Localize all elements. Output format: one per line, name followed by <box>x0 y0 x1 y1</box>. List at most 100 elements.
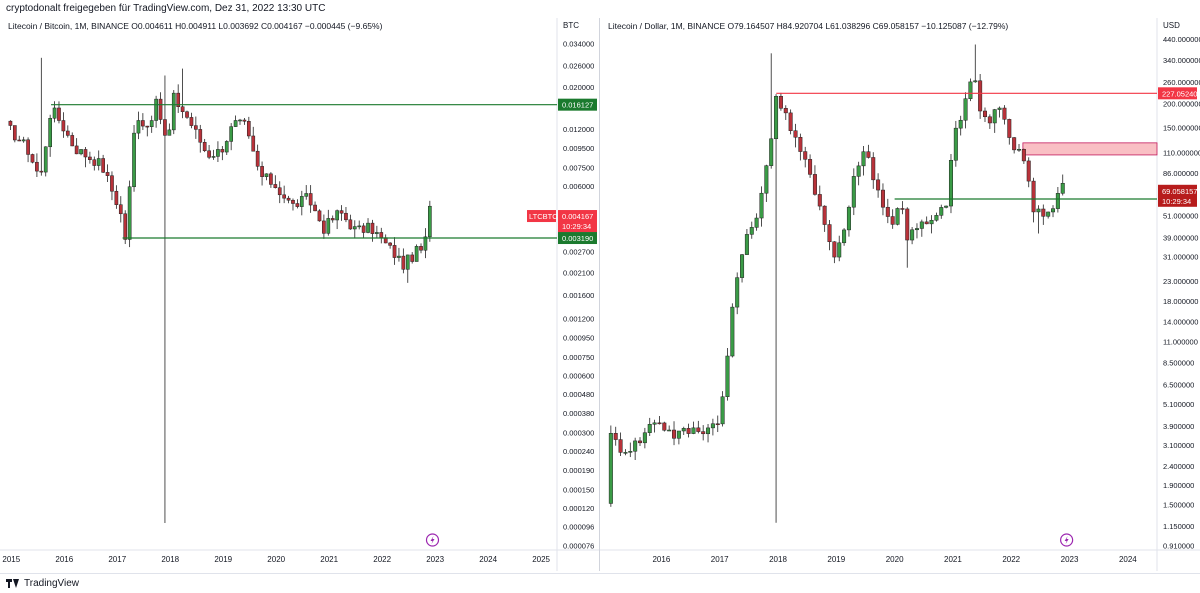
p0-candle-body <box>65 130 70 136</box>
p1-countdown-timer: 10:29:34 <box>1162 197 1191 206</box>
p0-time-tick-label: 2023 <box>426 555 444 564</box>
p0-candle-body <box>251 135 256 152</box>
chart-canvas-ltcbtc[interactable]: Litecoin / Bitcoin, 1M, BINANCE O0.00461… <box>0 18 600 571</box>
p0-legend-title: Litecoin / Bitcoin, 1M, BINANCE O0.00461… <box>8 21 383 31</box>
tradingview-logo-text: TradingView <box>24 578 80 589</box>
p1-candle-body <box>735 277 740 308</box>
p0-price-tick-label: 0.001200 <box>563 314 594 323</box>
pane-divider[interactable] <box>599 18 600 571</box>
p0-candle-body <box>401 255 406 270</box>
p0-candle-body <box>123 213 128 240</box>
p0-candle-body <box>136 120 141 134</box>
p0-candle-body <box>366 222 370 233</box>
p0-candle-body <box>397 255 401 258</box>
p1-candle-body <box>953 127 958 161</box>
p0-candle-body <box>176 92 181 107</box>
p1-candle-body <box>924 221 929 225</box>
p0-hline-price-badge <box>558 232 597 245</box>
p1-candle-body <box>958 119 963 129</box>
p0-price-tick-label: 0.006000 <box>563 182 594 191</box>
p1-time-tick-label: 2022 <box>1002 555 1020 564</box>
p1-price-tick-label: 260.000000 <box>1163 78 1200 87</box>
p1-candle-body <box>764 165 769 194</box>
p1-candle-body <box>676 430 681 439</box>
tradingview-logo-icon <box>6 579 20 588</box>
chart-pane-ltcbtc[interactable]: Litecoin / Bitcoin, 1M, BINANCE O0.00461… <box>0 18 600 571</box>
p0-candle-body <box>220 149 225 153</box>
p1-candle-body <box>759 192 764 219</box>
p0-candle-body <box>423 236 428 251</box>
p0-candle-body <box>330 218 335 221</box>
p0-price-tick-label: 0.000380 <box>563 409 594 418</box>
p1-candle-body <box>905 208 910 241</box>
p1-candle-body <box>1012 137 1017 151</box>
p1-candle-body <box>613 433 618 440</box>
p1-price-tick-label: 340.000000 <box>1163 56 1200 65</box>
p0-candle-body <box>96 158 101 166</box>
p1-candle-body <box>817 194 822 207</box>
p0-price-tick-label: 0.000600 <box>563 372 594 381</box>
p0-candle-body <box>21 139 26 142</box>
p1-price-tick-label: 8.500000 <box>1163 358 1194 367</box>
p0-candle-body <box>405 254 410 270</box>
p1-candle-body <box>710 423 715 429</box>
p1-candle-body <box>744 234 749 255</box>
p0-candle-body <box>414 246 419 262</box>
p0-candle-body <box>149 120 154 127</box>
p0-candle-body <box>74 145 79 155</box>
p0-price-tick-label: 0.009500 <box>563 144 594 153</box>
p0-candle-body <box>118 204 123 215</box>
p0-candle-body <box>105 172 110 176</box>
p0-candle-body <box>8 120 13 126</box>
p1-candle-body <box>837 242 842 258</box>
p1-candle-body <box>895 208 900 225</box>
p1-lightning-event-icon <box>1060 533 1074 547</box>
p1-candle-body <box>638 440 643 444</box>
p1-candle-body <box>633 440 638 452</box>
p1-candle-body <box>968 81 973 99</box>
p1-price-tick-label: 1.150000 <box>1163 522 1194 531</box>
chart-canvas-ltcusd[interactable]: Litecoin / Dollar, 1M, BINANCE O79.16450… <box>600 18 1200 571</box>
p0-candle-body <box>357 225 362 228</box>
p1-candle-body <box>963 98 968 121</box>
tradingview-logo[interactable]: TradingView <box>6 578 79 589</box>
p0-price-tick-label: 0.000240 <box>563 447 594 456</box>
p0-candle-body <box>255 150 260 167</box>
p0-candle-body <box>167 129 172 136</box>
p1-time-tick-label: 2017 <box>711 555 729 564</box>
p1-price-tick-label: 51.000000 <box>1163 212 1198 221</box>
p1-candle-body <box>978 80 983 112</box>
p0-candle-body <box>419 246 423 251</box>
p0-time-tick-label: 2017 <box>108 555 126 564</box>
chart-pane-ltcusd[interactable]: Litecoin / Dollar, 1M, BINANCE O79.16450… <box>600 18 1200 571</box>
p1-candle-body <box>740 254 745 278</box>
p1-candle-body <box>706 427 711 435</box>
p1-candle-body <box>1041 208 1046 217</box>
p1-candle-body <box>652 422 657 425</box>
p0-price-tick-label: 0.020000 <box>563 83 594 92</box>
p1-candle-body <box>1036 208 1041 213</box>
p1-price-tick-label: 6.500000 <box>1163 380 1194 389</box>
p0-candle-body <box>83 149 88 158</box>
p1-candle-body <box>647 424 652 433</box>
p0-last-price-label: 0.004167 <box>562 212 593 221</box>
p0-candle-body <box>26 139 30 155</box>
p0-candle-body <box>264 173 269 177</box>
p1-candle-body <box>608 433 613 504</box>
p1-candle-body <box>987 116 992 124</box>
p0-candle-body <box>388 242 392 246</box>
p0-countdown-timer: 10:29:34 <box>562 222 591 231</box>
p1-price-tick-label: 150.000000 <box>1163 123 1200 132</box>
p0-candle-body <box>224 141 229 153</box>
p1-time-tick-label: 2018 <box>769 555 787 564</box>
p1-candle-body <box>929 219 934 225</box>
p0-candle-body <box>233 120 238 127</box>
p0-price-tick-label: 0.000190 <box>563 466 594 475</box>
p0-candle-body <box>127 186 132 240</box>
p1-candle-body <box>910 229 915 241</box>
p0-candle-body <box>141 120 145 127</box>
p0-candle-body <box>348 219 353 230</box>
p1-candle-body <box>1031 180 1036 213</box>
p1-candle-body <box>720 396 725 425</box>
p0-candle-body <box>375 232 379 234</box>
